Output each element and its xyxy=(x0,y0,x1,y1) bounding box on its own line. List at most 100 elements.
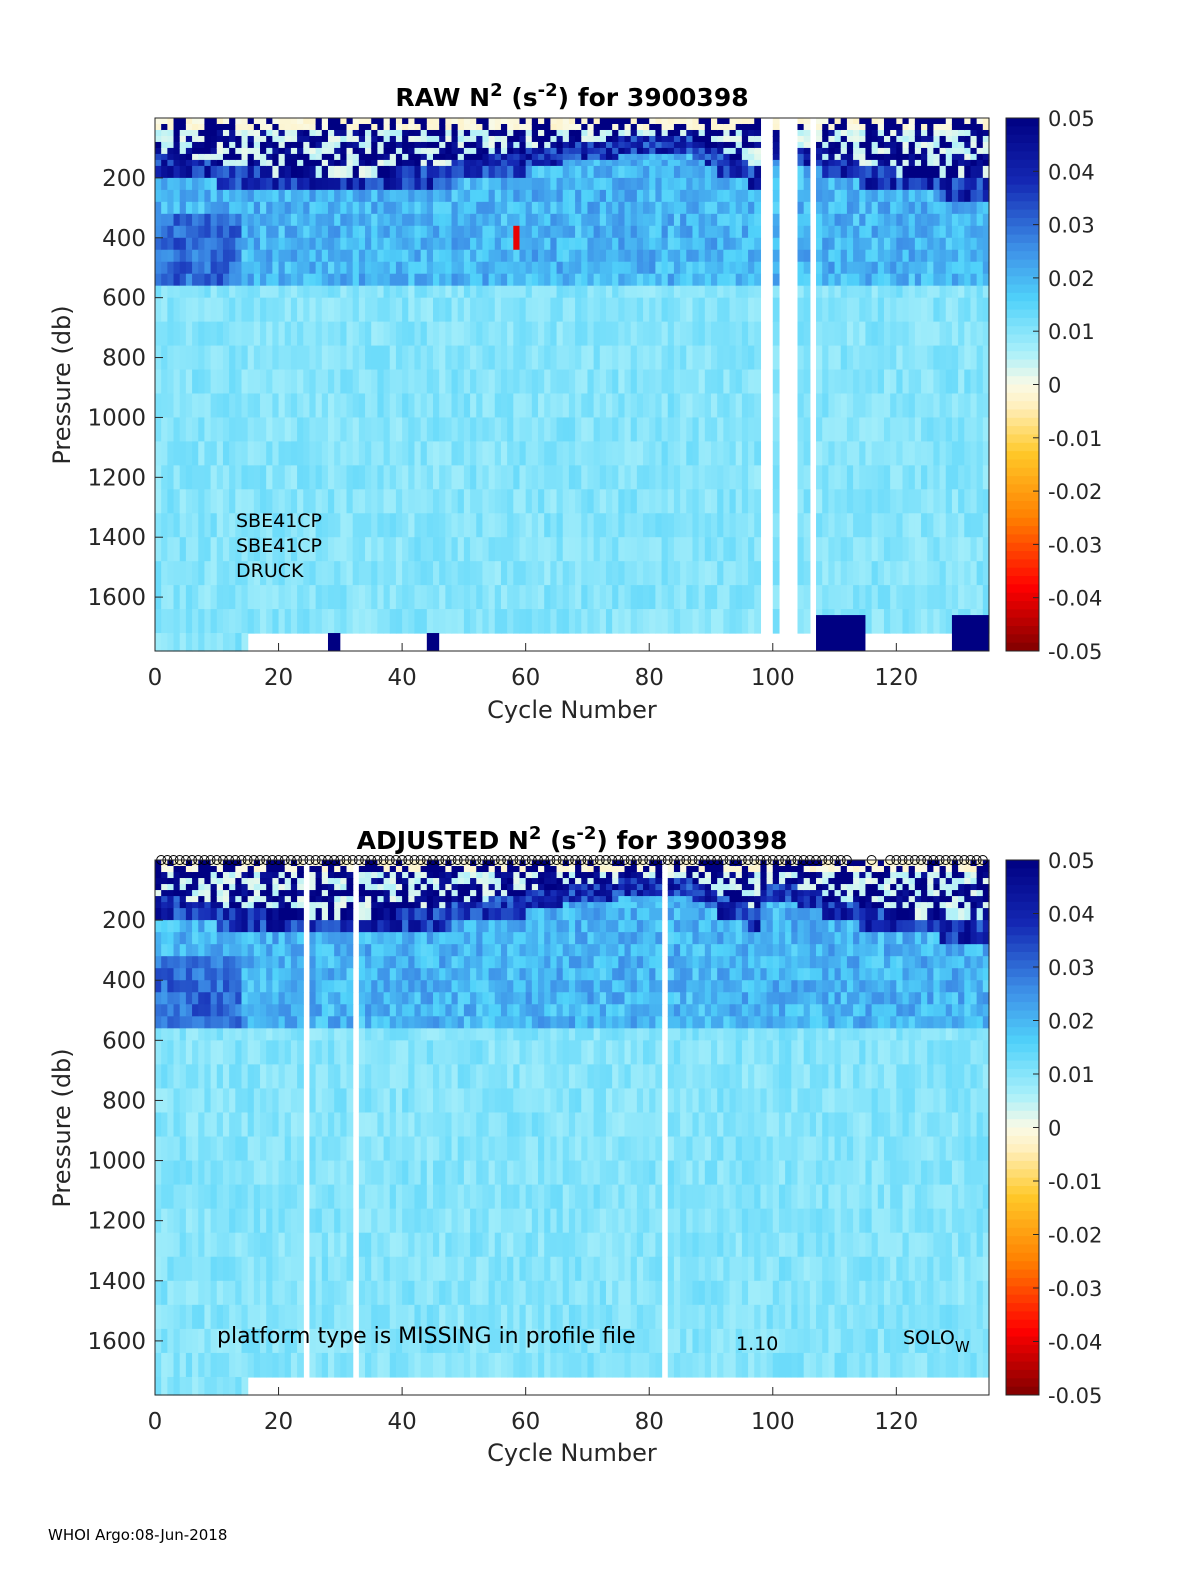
heatmap-cell xyxy=(605,393,613,419)
heatmap-cell xyxy=(309,189,317,203)
heatmap-cell xyxy=(371,441,378,466)
heatmap-cell xyxy=(519,285,527,299)
heatmap-cell xyxy=(451,393,459,419)
heatmap-cell xyxy=(414,189,422,203)
heatmap-cell xyxy=(185,153,193,161)
heatmap-cell xyxy=(902,321,910,347)
heatmap-cell xyxy=(568,441,576,466)
heatmap-cell xyxy=(216,1136,224,1162)
heatmap-cell xyxy=(834,177,842,191)
heatmap-cell xyxy=(877,249,885,263)
heatmap-cell xyxy=(229,123,236,131)
heatmap-cell xyxy=(630,585,638,610)
heatmap-cell xyxy=(161,285,168,299)
heatmap-cell xyxy=(939,261,947,275)
heatmap-cell xyxy=(797,249,805,263)
heatmap-cell xyxy=(902,135,910,143)
heatmap-cell xyxy=(377,297,385,323)
heatmap-cell xyxy=(272,609,280,634)
heatmap-cell xyxy=(982,118,990,125)
heatmap-cell xyxy=(877,141,885,149)
heatmap-cell xyxy=(902,273,910,287)
heatmap-cell xyxy=(748,153,755,161)
heatmap-cell xyxy=(327,159,335,167)
heatmap-cell xyxy=(340,585,348,610)
heatmap-cell xyxy=(723,153,731,161)
heatmap-cell xyxy=(593,537,601,562)
heatmap-cell xyxy=(673,147,681,155)
heatmap-cell xyxy=(327,135,335,143)
heatmap-cell xyxy=(593,165,601,179)
heatmap-cell xyxy=(951,177,959,191)
heatmap-cell xyxy=(618,513,626,538)
heatmap-cell xyxy=(463,537,471,562)
heatmap-cell xyxy=(198,1352,206,1378)
heatmap-cell xyxy=(222,1232,230,1258)
heatmap-cell xyxy=(420,141,428,149)
heatmap-cell xyxy=(544,237,551,251)
heatmap-cell xyxy=(896,153,904,161)
heatmap-cell xyxy=(216,129,224,137)
heatmap-cell xyxy=(568,465,576,490)
colorbar-tick-label: -0.02 xyxy=(1048,480,1102,504)
heatmap-cell xyxy=(365,489,372,514)
heatmap-cell xyxy=(167,129,175,137)
heatmap-cell xyxy=(173,369,181,395)
heatmap-cell xyxy=(216,1064,224,1090)
heatmap-cell xyxy=(426,153,434,161)
heatmap-cell xyxy=(914,489,922,514)
heatmap-cell xyxy=(717,123,724,131)
heatmap-cell xyxy=(241,878,249,885)
heatmap-cell xyxy=(846,159,854,167)
heatmap-cell xyxy=(358,537,366,562)
heatmap-cell xyxy=(803,417,811,442)
heatmap-cell xyxy=(235,177,243,191)
heatmap-cell xyxy=(958,369,965,395)
heatmap-cell xyxy=(414,561,422,586)
heatmap-cell xyxy=(161,1004,168,1017)
heatmap-cell xyxy=(173,249,181,263)
heatmap-cell xyxy=(667,237,675,251)
heatmap-cell xyxy=(704,249,712,263)
heatmap-cell xyxy=(222,513,230,538)
heatmap-cell xyxy=(476,537,484,562)
heatmap-cell xyxy=(970,165,978,179)
heatmap-cell xyxy=(507,153,514,161)
heatmap-cell xyxy=(636,123,644,131)
heatmap-cell xyxy=(433,417,440,442)
heatmap-cell xyxy=(340,537,348,562)
colorbar-segment xyxy=(1006,367,1039,377)
heatmap-cell xyxy=(513,297,521,323)
heatmap-cell xyxy=(717,345,724,371)
heatmap-cell xyxy=(513,609,521,634)
heatmap-cell xyxy=(241,968,249,981)
heatmap-cell xyxy=(155,261,162,275)
heatmap-cell xyxy=(538,159,545,167)
heatmap-cell xyxy=(544,177,551,191)
heatmap-cell xyxy=(556,249,564,263)
heatmap-cell xyxy=(463,129,471,137)
heatmap-cell xyxy=(729,273,737,287)
heatmap-cell xyxy=(649,159,656,167)
heatmap-cell xyxy=(309,237,317,251)
heatmap-cell xyxy=(402,285,409,299)
heatmap-cell xyxy=(247,884,255,891)
heatmap-cell xyxy=(964,147,972,155)
heatmap-cell xyxy=(155,159,162,167)
heatmap-cell xyxy=(463,273,471,287)
heatmap-cell xyxy=(210,177,218,191)
heatmap-cell xyxy=(278,345,286,371)
heatmap-cell xyxy=(192,123,199,131)
heatmap-cell xyxy=(877,165,885,179)
heatmap-cell xyxy=(210,980,218,993)
heatmap-cell xyxy=(241,321,249,347)
heatmap-cell xyxy=(661,213,669,227)
heatmap-cell xyxy=(630,321,638,347)
heatmap-cell xyxy=(272,285,280,299)
heatmap-cell xyxy=(297,165,304,179)
heatmap-cell xyxy=(198,1112,206,1138)
heatmap-cell xyxy=(488,609,496,634)
heatmap-cell xyxy=(290,513,298,538)
heatmap-cell xyxy=(859,153,867,161)
heatmap-cell xyxy=(822,213,829,227)
